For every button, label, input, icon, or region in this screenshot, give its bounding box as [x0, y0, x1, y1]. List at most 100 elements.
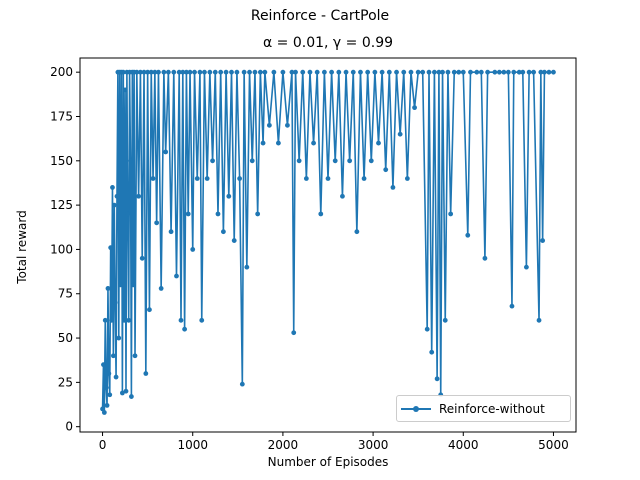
data-point — [212, 69, 218, 75]
data-point — [123, 388, 129, 394]
data-point — [148, 69, 154, 75]
data-point — [141, 69, 147, 75]
data-point — [111, 202, 117, 208]
data-point — [110, 353, 116, 359]
data-point — [192, 69, 197, 75]
data-point — [307, 69, 313, 75]
data-point — [161, 69, 167, 75]
y-tick-label: 125 — [50, 198, 73, 212]
data-point — [546, 69, 552, 75]
data-point — [126, 317, 132, 323]
y-tick-label: 175 — [50, 109, 73, 123]
data-point — [116, 335, 122, 341]
data-point — [101, 410, 107, 415]
series-line-0 — [101, 71, 554, 413]
data-point — [492, 69, 498, 75]
data-point — [404, 176, 410, 181]
y-tick-label: 150 — [50, 154, 73, 168]
data-point — [420, 69, 426, 75]
data-point — [105, 286, 111, 291]
plot-area — [100, 69, 556, 415]
data-point — [451, 69, 457, 75]
data-point — [130, 282, 136, 288]
data-point — [280, 69, 286, 75]
data-point — [107, 392, 113, 398]
data-point — [372, 69, 378, 75]
data-point — [178, 317, 184, 323]
data-point — [429, 349, 435, 355]
data-point — [293, 69, 298, 75]
data-point — [247, 69, 252, 75]
data-point — [401, 69, 407, 75]
x-tick-label: 0 — [99, 438, 107, 452]
data-point — [129, 394, 134, 399]
data-point — [303, 176, 309, 181]
data-point — [347, 158, 353, 164]
data-point — [321, 69, 327, 75]
data-point — [257, 69, 263, 75]
data-point — [138, 69, 143, 75]
data-point — [220, 229, 226, 235]
data-point — [199, 317, 205, 323]
data-point — [163, 149, 169, 155]
y-tick-label: 200 — [50, 65, 73, 79]
y-tick-label: 100 — [50, 242, 73, 256]
data-point — [260, 140, 266, 146]
data-point — [314, 69, 320, 75]
data-point — [289, 69, 295, 75]
data-point — [101, 362, 106, 368]
data-point — [318, 211, 324, 217]
data-point — [156, 69, 161, 75]
data-point — [194, 176, 200, 181]
data-point — [190, 247, 196, 252]
chart-title: α = 0.01, γ = 0.99 — [262, 35, 394, 51]
legend-swatch — [401, 405, 431, 412]
data-point — [343, 69, 349, 75]
data-point — [112, 300, 118, 306]
data-point — [218, 69, 224, 75]
data-point — [158, 286, 164, 291]
data-point — [118, 282, 123, 288]
data-point — [128, 158, 133, 164]
data-point — [104, 403, 110, 408]
data-point — [551, 69, 556, 75]
data-point — [197, 69, 203, 75]
data-point — [509, 303, 515, 309]
data-point — [376, 140, 381, 146]
data-point — [119, 390, 125, 396]
data-point — [325, 176, 331, 181]
data-point — [102, 317, 108, 323]
data-point — [165, 69, 171, 75]
data-point — [482, 255, 488, 261]
data-point — [150, 176, 156, 181]
data-point — [154, 220, 160, 226]
data-point — [122, 87, 128, 93]
data-point — [536, 317, 542, 323]
data-point — [531, 69, 537, 75]
data-point — [103, 385, 109, 391]
data-point — [255, 211, 261, 217]
data-point — [468, 69, 473, 75]
x-tick-label: 1000 — [177, 438, 208, 452]
data-point — [300, 69, 306, 75]
data-point — [136, 193, 142, 199]
data-point — [390, 184, 396, 190]
data-point — [524, 264, 529, 270]
data-point — [456, 69, 462, 75]
data-point — [132, 353, 138, 359]
data-point — [229, 69, 234, 75]
data-point — [187, 69, 193, 75]
data-point — [262, 69, 268, 75]
data-point — [448, 211, 454, 217]
data-point — [244, 264, 250, 270]
data-point — [426, 69, 432, 75]
x-axis-label: Number of Episodes — [267, 455, 389, 469]
axes-frame — [79, 57, 577, 433]
data-point — [516, 69, 522, 75]
data-point — [147, 307, 152, 313]
data-point — [365, 69, 371, 75]
data-point — [184, 69, 189, 75]
data-point — [397, 131, 403, 137]
data-point — [540, 238, 546, 243]
